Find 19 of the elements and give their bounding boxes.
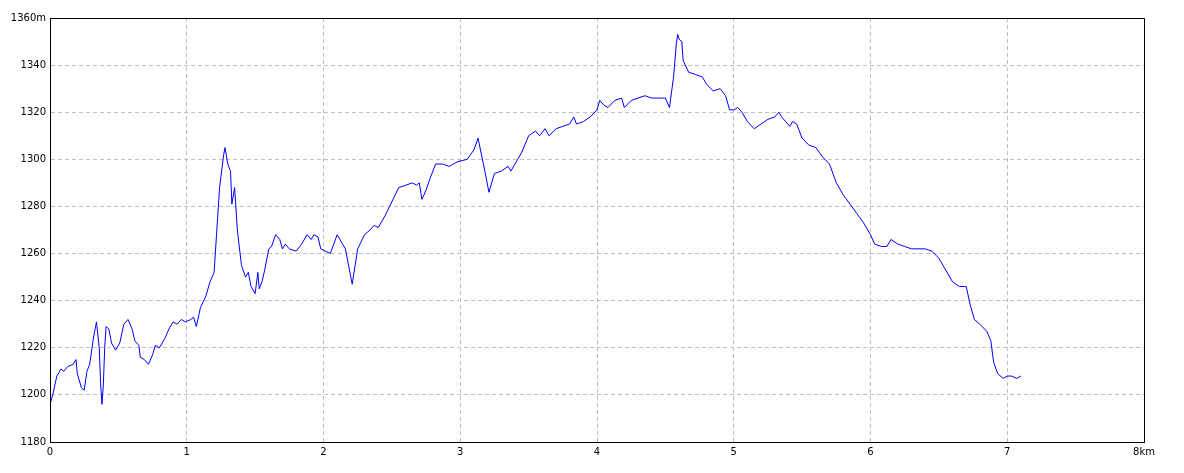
x-tick-label: 3 (457, 445, 464, 457)
x-tick-label: 4 (593, 445, 601, 457)
y-tick-label: 1280 (20, 200, 46, 212)
y-tick-label: 1240 (20, 294, 46, 306)
y-tick-label: 1340 (20, 58, 46, 70)
y-tick-label: 1200 (20, 388, 46, 400)
y-tick-label: 1220 (20, 341, 46, 353)
x-tick-label: 8km (1133, 445, 1155, 457)
y-tick-label: 1180 (20, 435, 46, 447)
x-tick-label: 0 (46, 445, 54, 457)
y-tick-label: 1320 (20, 105, 46, 117)
x-tick-label: 7 (1004, 445, 1011, 457)
y-tick-label: 1360m (10, 11, 46, 23)
x-tick-label: 2 (320, 445, 327, 457)
y-tick-label: 1260 (20, 247, 46, 259)
x-tick-label: 5 (730, 445, 737, 457)
x-tick-label: 6 (867, 445, 874, 457)
y-tick-label: 1300 (20, 152, 46, 164)
x-tick-label: 1 (183, 445, 190, 457)
